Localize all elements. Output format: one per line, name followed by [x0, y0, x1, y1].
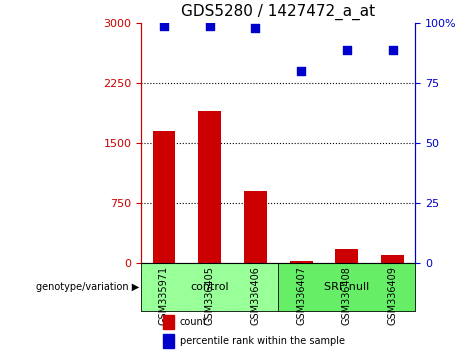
- Point: [160, 23, 168, 28]
- Bar: [163, 315, 174, 329]
- Point: [206, 23, 213, 28]
- Text: GSM336407: GSM336407: [296, 266, 306, 325]
- Text: GSM336405: GSM336405: [205, 266, 215, 325]
- FancyBboxPatch shape: [324, 263, 370, 312]
- Point: [297, 68, 305, 74]
- Bar: [336, 249, 358, 263]
- FancyBboxPatch shape: [187, 263, 233, 312]
- Bar: [244, 191, 267, 263]
- Text: percentile rank within the sample: percentile rank within the sample: [179, 336, 344, 346]
- Text: GSM336408: GSM336408: [342, 266, 352, 325]
- FancyBboxPatch shape: [370, 263, 415, 312]
- FancyBboxPatch shape: [278, 263, 324, 312]
- Bar: [198, 111, 221, 263]
- Bar: [290, 261, 313, 263]
- Text: SRF null: SRF null: [324, 282, 370, 292]
- Text: control: control: [190, 282, 229, 292]
- FancyBboxPatch shape: [141, 263, 278, 312]
- Text: genotype/variation ▶: genotype/variation ▶: [36, 282, 139, 292]
- Title: GDS5280 / 1427472_a_at: GDS5280 / 1427472_a_at: [181, 4, 375, 21]
- FancyBboxPatch shape: [141, 263, 187, 312]
- Text: count: count: [179, 317, 207, 327]
- FancyBboxPatch shape: [233, 263, 278, 312]
- Point: [389, 47, 396, 52]
- Text: GSM335971: GSM335971: [159, 266, 169, 325]
- Bar: [163, 335, 174, 348]
- Bar: [153, 131, 176, 263]
- FancyBboxPatch shape: [278, 263, 415, 312]
- Text: GSM336406: GSM336406: [250, 266, 260, 325]
- Point: [343, 47, 350, 52]
- Point: [252, 25, 259, 31]
- Text: GSM336409: GSM336409: [388, 266, 398, 325]
- Bar: [381, 255, 404, 263]
